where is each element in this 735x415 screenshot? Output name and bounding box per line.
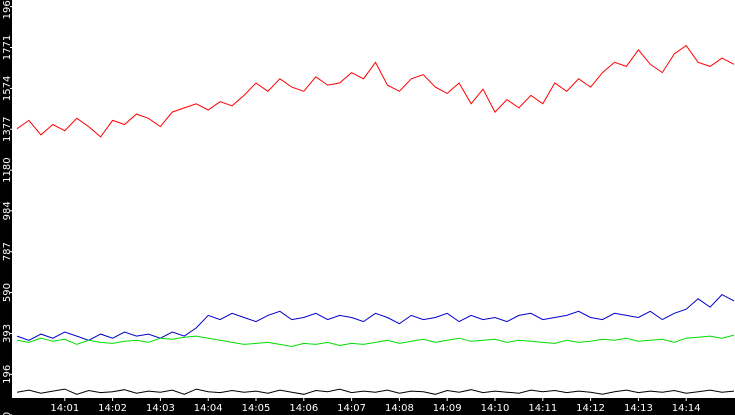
y-tick-label: 393 xyxy=(2,324,13,343)
x-tick-label: 14:14 xyxy=(672,403,701,414)
x-tick-label: 14:07 xyxy=(337,403,366,414)
x-tick-label: 14:06 xyxy=(289,403,318,414)
x-tick-label: 14:01 xyxy=(50,403,79,414)
x-tick-label: 14:10 xyxy=(481,403,510,414)
y-tick-label: 1377 xyxy=(2,117,13,142)
y-tick-label: 1574 xyxy=(2,76,13,101)
x-axis-strip xyxy=(0,398,735,415)
x-tick-label: 14:13 xyxy=(624,403,653,414)
x-tick-label: 14:05 xyxy=(242,403,271,414)
series-line xyxy=(16,388,735,395)
x-tick-label: 14:09 xyxy=(433,403,462,414)
series-line xyxy=(16,293,735,341)
y-tick-label: 590 xyxy=(2,283,13,302)
x-tick-label: 14:03 xyxy=(146,403,175,414)
x-tick-label: 14:11 xyxy=(528,403,557,414)
y-tick-label: 1180 xyxy=(2,157,13,182)
y-tick-label: 984 xyxy=(2,201,13,220)
y-tick-label: 787 xyxy=(2,242,13,261)
y-tick-label: 1771 xyxy=(2,35,13,60)
series-line xyxy=(16,44,735,138)
x-tick-label: 14:04 xyxy=(194,403,223,414)
y-tick-label: 1968 xyxy=(2,0,13,19)
x-tick-label: 14:02 xyxy=(98,403,127,414)
y-tick-label: 196 xyxy=(2,365,13,384)
x-tick-label: 14:08 xyxy=(385,403,414,414)
x-tick-label: 14:12 xyxy=(576,403,605,414)
y-axis-strip xyxy=(0,0,12,415)
y-tick-label: 0 xyxy=(2,412,13,415)
series-line xyxy=(16,334,735,348)
